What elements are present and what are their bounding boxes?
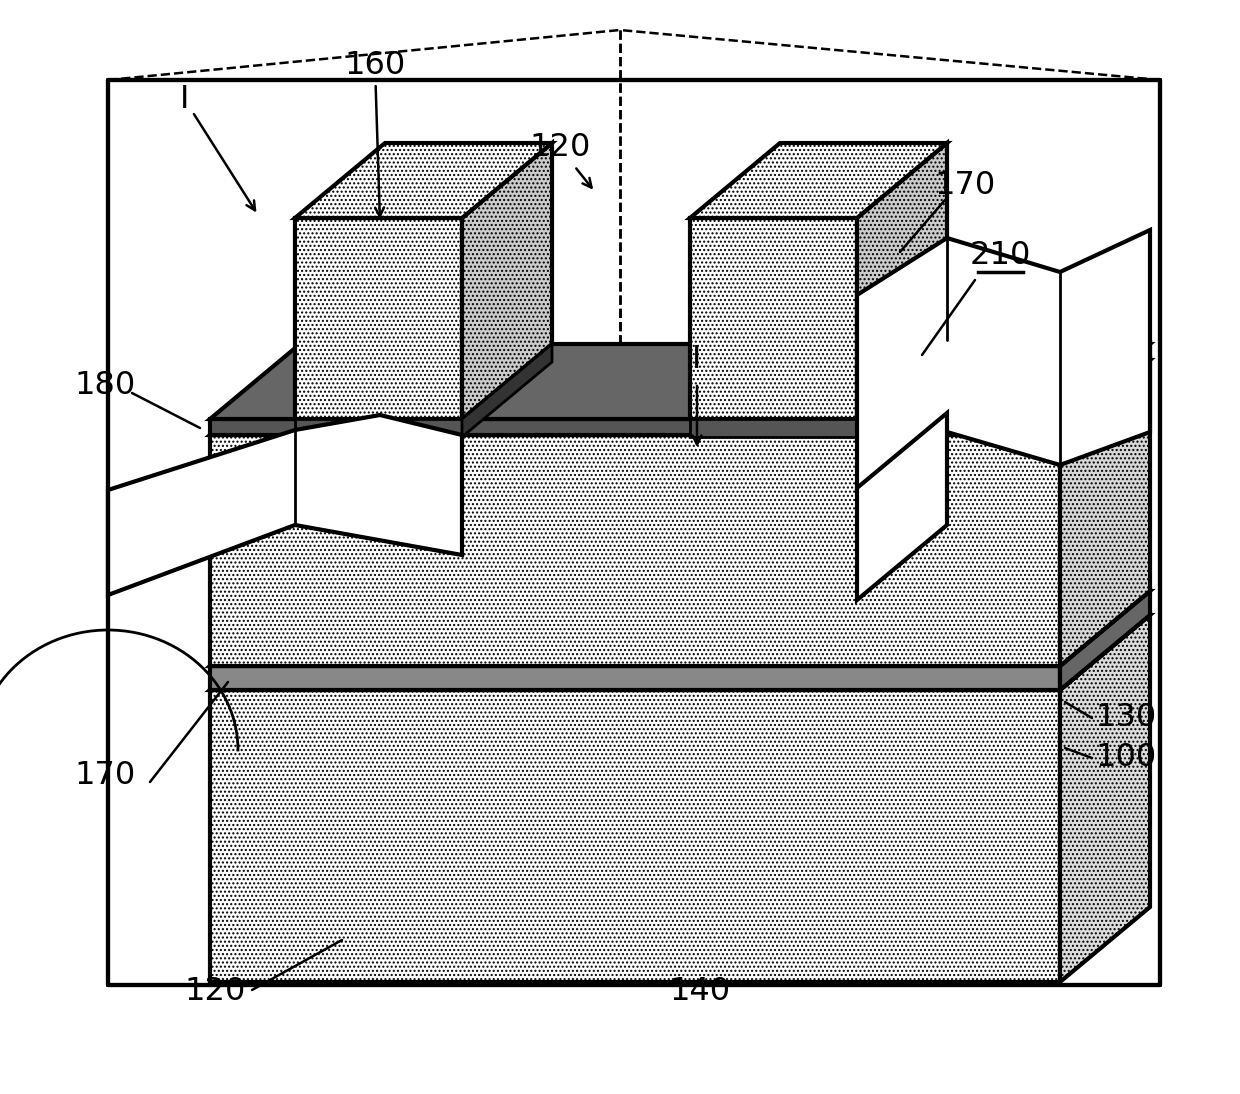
Polygon shape bbox=[1060, 615, 1149, 982]
Polygon shape bbox=[295, 419, 463, 437]
Polygon shape bbox=[210, 591, 1149, 666]
Polygon shape bbox=[857, 230, 1149, 488]
Polygon shape bbox=[210, 344, 1149, 419]
Text: I: I bbox=[180, 84, 255, 210]
Polygon shape bbox=[210, 615, 1149, 690]
Polygon shape bbox=[857, 344, 947, 437]
Polygon shape bbox=[295, 218, 463, 419]
Polygon shape bbox=[108, 415, 463, 595]
Polygon shape bbox=[1060, 360, 1149, 666]
Text: I: I bbox=[692, 345, 702, 375]
Text: 120: 120 bbox=[529, 132, 591, 188]
Text: 100: 100 bbox=[1095, 743, 1156, 773]
Polygon shape bbox=[210, 690, 1060, 982]
Polygon shape bbox=[1060, 344, 1149, 435]
Polygon shape bbox=[857, 414, 947, 600]
Text: 120: 120 bbox=[185, 977, 246, 1008]
Text: 170: 170 bbox=[935, 170, 996, 200]
Text: 180: 180 bbox=[74, 370, 135, 400]
Polygon shape bbox=[689, 143, 947, 218]
Polygon shape bbox=[857, 143, 947, 419]
Text: 170: 170 bbox=[74, 759, 135, 791]
Polygon shape bbox=[689, 419, 857, 437]
Text: 210: 210 bbox=[970, 240, 1030, 270]
Polygon shape bbox=[295, 143, 552, 218]
Polygon shape bbox=[463, 143, 552, 419]
Polygon shape bbox=[210, 419, 1060, 435]
Text: 140: 140 bbox=[670, 977, 730, 1008]
Polygon shape bbox=[689, 218, 857, 419]
Polygon shape bbox=[463, 344, 552, 437]
Polygon shape bbox=[1060, 591, 1149, 690]
Polygon shape bbox=[210, 435, 1060, 666]
Polygon shape bbox=[210, 666, 1060, 690]
Polygon shape bbox=[210, 360, 1149, 435]
Text: 160: 160 bbox=[345, 49, 405, 217]
Text: 130: 130 bbox=[1095, 702, 1156, 733]
